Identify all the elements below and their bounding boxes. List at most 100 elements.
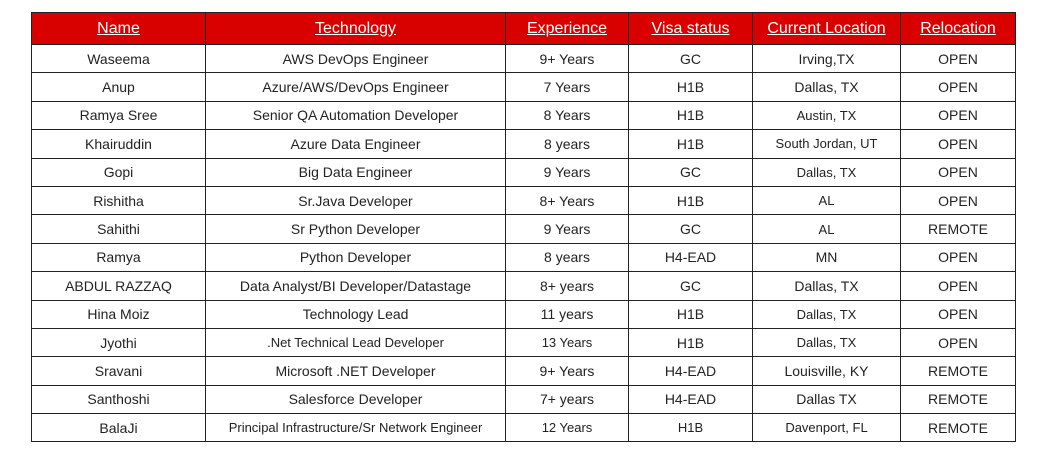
cell-current-location: South Jordan, UT <box>752 129 901 159</box>
cell-technology: Sr Python Developer <box>205 214 506 244</box>
cell-current-location: Davenport, FL <box>752 413 901 443</box>
cell-visa-status: GC <box>628 271 753 301</box>
cell-experience: 12 Years <box>505 413 629 443</box>
header-row: Name Technology Experience Visa status C… <box>31 12 1016 45</box>
cell-technology: Microsoft .NET Developer <box>205 356 506 386</box>
table-row: Rishitha Sr.Java Developer 8+ Years H1B AL OP… <box>31 185 1016 216</box>
cell-technology: AWS DevOps Engineer <box>205 43 506 74</box>
cell-technology: Big Data Engineer <box>205 157 506 187</box>
cell-relocation: OPEN <box>900 72 1016 102</box>
cell-relocation: OPEN <box>900 327 1016 358</box>
cell-visa-status: H4-EAD <box>628 242 753 273</box>
cell-experience: 9 Years <box>505 214 629 244</box>
cell-experience: 7+ years <box>505 384 629 415</box>
cell-current-location: MN <box>752 242 901 273</box>
cell-visa-status: H1B <box>628 72 753 102</box>
cell-relocation: OPEN <box>900 271 1016 301</box>
cell-current-location: Dallas, TX <box>752 72 901 102</box>
cell-name: BalaJi <box>31 413 206 443</box>
cell-relocation: OPEN <box>900 157 1016 187</box>
cell-current-location: Irving,TX <box>752 43 901 74</box>
cell-name: ABDUL RAZZAQ <box>31 271 206 301</box>
cell-current-location: Dallas, TX <box>752 271 901 301</box>
table-row: Jyothi .Net Technical Lead Developer 13 Ye… <box>31 327 1016 358</box>
cell-relocation: OPEN <box>900 299 1016 329</box>
cell-current-location: AL <box>752 185 901 216</box>
cell-experience: 8 years <box>505 129 629 159</box>
table-row: Khairuddin Azure Data Engineer 8 years H1B S… <box>31 129 1016 159</box>
cell-visa-status: H4-EAD <box>628 356 753 386</box>
candidates-table: Name Technology Experience Visa status C… <box>31 12 1016 443</box>
cell-technology: Azure/AWS/DevOps Engineer <box>205 72 506 102</box>
cell-experience: 7 Years <box>505 72 629 102</box>
cell-name: Gopi <box>31 157 206 187</box>
table-row: Gopi Big Data Engineer 9 Years GC Dallas, TX… <box>31 157 1016 187</box>
cell-visa-status: H4-EAD <box>628 384 753 415</box>
header-technology: Technology <box>205 12 506 45</box>
cell-visa-status: H1B <box>628 299 753 329</box>
cell-experience: 13 Years <box>505 327 629 358</box>
cell-visa-status: GC <box>628 157 753 187</box>
table-row: Hina Moiz Technology Lead 11 years H1B Dalla… <box>31 299 1016 329</box>
cell-experience: 8+ years <box>505 271 629 301</box>
cell-experience: 8 years <box>505 242 629 273</box>
cell-experience: 11 years <box>505 299 629 329</box>
cell-technology: Senior QA Automation Developer <box>205 100 506 131</box>
cell-visa-status: H1B <box>628 327 753 358</box>
cell-relocation: OPEN <box>900 129 1016 159</box>
header-relocation: Relocation <box>900 12 1016 45</box>
cell-name: Hina Moiz <box>31 299 206 329</box>
cell-current-location: AL <box>752 214 901 244</box>
cell-visa-status: H1B <box>628 413 753 443</box>
cell-relocation: REMOTE <box>900 356 1016 386</box>
cell-name: Ramya <box>31 242 206 273</box>
cell-technology: .Net Technical Lead Developer <box>205 327 506 358</box>
cell-relocation: REMOTE <box>900 413 1016 443</box>
cell-name: Ramya Sree <box>31 100 206 131</box>
header-name: Name <box>31 12 206 45</box>
cell-name: Rishitha <box>31 185 206 216</box>
header-experience: Experience <box>505 12 629 45</box>
cell-current-location: Dallas, TX <box>752 157 901 187</box>
cell-technology: Salesforce Developer <box>205 384 506 415</box>
cell-experience: 9 Years <box>505 157 629 187</box>
cell-technology: Technology Lead <box>205 299 506 329</box>
cell-experience: 8+ Years <box>505 185 629 216</box>
cell-visa-status: GC <box>628 214 753 244</box>
cell-name: Sahithi <box>31 214 206 244</box>
cell-technology: Data Analyst/BI Developer/Datastage <box>205 271 506 301</box>
header-current-location: Current Location <box>752 12 901 45</box>
cell-technology: Sr.Java Developer <box>205 185 506 216</box>
cell-current-location: Dallas, TX <box>752 299 901 329</box>
header-visa-status: Visa status <box>628 12 753 45</box>
table-row: Ramya Python Developer 8 years H4-EAD MN OPEN <box>31 242 1016 273</box>
cell-current-location: Dallas, TX <box>752 327 901 358</box>
table-row: Waseema AWS DevOps Engineer 9+ Years GC Irvi… <box>31 43 1016 74</box>
cell-name: Khairuddin <box>31 129 206 159</box>
table-row: ABDUL RAZZAQ Data Analyst/BI Developer/Da… <box>31 271 1016 301</box>
cell-relocation: REMOTE <box>900 384 1016 415</box>
cell-current-location: Dallas TX <box>752 384 901 415</box>
cell-technology: Principal Infrastructure/Sr Network Engi… <box>205 413 506 443</box>
cell-experience: 9+ Years <box>505 43 629 74</box>
cell-name: Waseema <box>31 43 206 74</box>
cell-current-location: Louisville, KY <box>752 356 901 386</box>
cell-name: Santhoshi <box>31 384 206 415</box>
cell-relocation: OPEN <box>900 242 1016 273</box>
cell-relocation: REMOTE <box>900 214 1016 244</box>
table-row: Ramya Sree Senior QA Automation Developer… <box>31 100 1016 131</box>
table-row: Santhoshi Salesforce Developer 7+ years H4-… <box>31 384 1016 415</box>
cell-visa-status: H1B <box>628 129 753 159</box>
cell-current-location: Austin, TX <box>752 100 901 131</box>
cell-visa-status: H1B <box>628 100 753 131</box>
table-row: Anup Azure/AWS/DevOps Engineer 7 Years H1B D… <box>31 72 1016 102</box>
table-row: Sahithi Sr Python Developer 9 Years GC AL REM… <box>31 214 1016 244</box>
cell-technology: Python Developer <box>205 242 506 273</box>
cell-relocation: OPEN <box>900 185 1016 216</box>
table-row: BalaJi Principal Infrastructure/Sr Networ… <box>31 413 1016 443</box>
cell-technology: Azure Data Engineer <box>205 129 506 159</box>
cell-visa-status: H1B <box>628 185 753 216</box>
cell-name: Jyothi <box>31 327 206 358</box>
table-row: Sravani Microsoft .NET Developer 9+ Years H… <box>31 356 1016 386</box>
cell-relocation: OPEN <box>900 43 1016 74</box>
